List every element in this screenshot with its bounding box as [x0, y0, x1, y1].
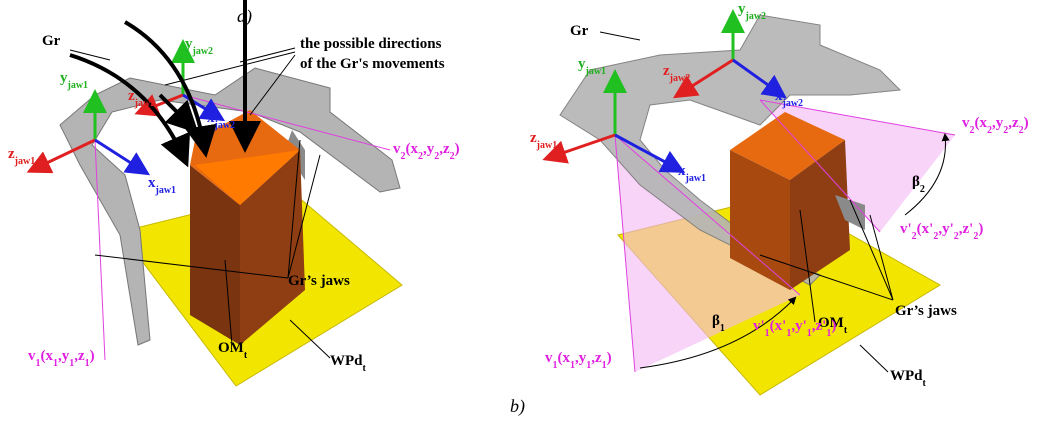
label: xjaw2 [207, 110, 235, 131]
label-part: Gr [570, 23, 589, 39]
label: β2 [912, 174, 925, 195]
label-part: ) [1024, 115, 1029, 131]
panel-b-drawing [548, 15, 955, 395]
label-part: ,y [58, 348, 70, 364]
label-part: ) [831, 318, 836, 334]
label-subscript: jaw1 [685, 173, 707, 184]
label-subscript: jaw2 [782, 98, 804, 109]
label-subscript: jaw2 [214, 120, 236, 131]
label-subscript: jaw2 [192, 46, 214, 57]
label-part: of the Gr's movements [300, 56, 445, 72]
label-part: the possible directions [300, 36, 442, 52]
label-subscript: 1 [720, 323, 725, 334]
label-part: (x [558, 350, 571, 366]
label: v2(x2,y2,z2) [962, 115, 1029, 136]
label-part: Gr’s jaws [895, 303, 957, 319]
figure: a) Gr the possible directions of the Gr's m… [0, 0, 1054, 422]
label-subscript: t [923, 378, 927, 389]
label-part: (x' [917, 221, 934, 237]
label: Gr [42, 33, 61, 49]
label-part: v' [753, 318, 765, 334]
label: Gr [570, 23, 589, 39]
label: v'2(x'2,y'2,z'2) [900, 221, 983, 242]
label-subscript: jaw2 [745, 11, 767, 22]
label: yjaw1 [60, 70, 88, 91]
label-part: WPd [890, 368, 923, 384]
label-part: ,y [992, 115, 1004, 131]
label-part: ,z [591, 350, 602, 366]
label: v1(x1,y1,z1) [28, 348, 95, 369]
label-part: β [712, 313, 720, 329]
label-part: ) [978, 221, 983, 237]
label: zjaw1 [530, 130, 557, 151]
label-part: ,z [1008, 115, 1019, 131]
label: yjaw2 [185, 36, 213, 57]
panel-caption: b) [510, 396, 525, 417]
panel-caption: a) [237, 6, 252, 27]
label: WPdt [330, 353, 367, 374]
label-part: WPd [330, 353, 363, 369]
label: of the Gr's movements [300, 56, 445, 72]
label-part: (x [975, 115, 988, 131]
label-part: ,z' [812, 318, 827, 334]
label-subscript: jaw1 [585, 66, 607, 77]
label: yjaw2 [738, 1, 766, 22]
label: WPdt [890, 368, 927, 389]
label: xjaw1 [678, 163, 706, 184]
label-part: ,y [423, 141, 435, 157]
label-part: ,y' [938, 221, 953, 237]
label-subscript: jaw2 [134, 98, 156, 109]
label: v1(x1,y1,z1) [545, 350, 612, 371]
label-part: (x [406, 141, 419, 157]
label-part: ,z' [959, 221, 974, 237]
label-part: v' [900, 221, 912, 237]
label-part: ) [455, 141, 460, 157]
label-part: ,z [439, 141, 450, 157]
label-part: ,y' [791, 318, 806, 334]
label-subscript: 2 [920, 184, 925, 195]
label-part: ) [90, 348, 95, 364]
label-subscript: jaw1 [67, 80, 89, 91]
label-part: Gr’s jaws [288, 273, 350, 289]
label: v2(x2,y2,z2) [393, 141, 460, 162]
label: Gr’s jaws [288, 273, 350, 289]
label: xjaw1 [148, 175, 176, 196]
label-part: Gr [42, 33, 61, 49]
label-subscript: t [363, 363, 367, 374]
label-part: (x' [770, 318, 787, 334]
label: zjaw1 [8, 146, 35, 167]
label-subscript: jaw1 [155, 185, 177, 196]
label-part: (x [41, 348, 54, 364]
label-part: OM [218, 340, 244, 356]
label-subscript: jaw1 [536, 140, 558, 151]
label-part: ,z [74, 348, 85, 364]
label: yjaw1 [578, 56, 606, 77]
label-part: β [912, 174, 920, 190]
label-subscript: jaw1 [14, 156, 36, 167]
label-part: ) [607, 350, 612, 366]
label: the possible directions [300, 36, 442, 52]
label-subscript: jaw2 [669, 73, 691, 84]
label-part: ,y [575, 350, 587, 366]
label: Gr’s jaws [895, 303, 957, 319]
